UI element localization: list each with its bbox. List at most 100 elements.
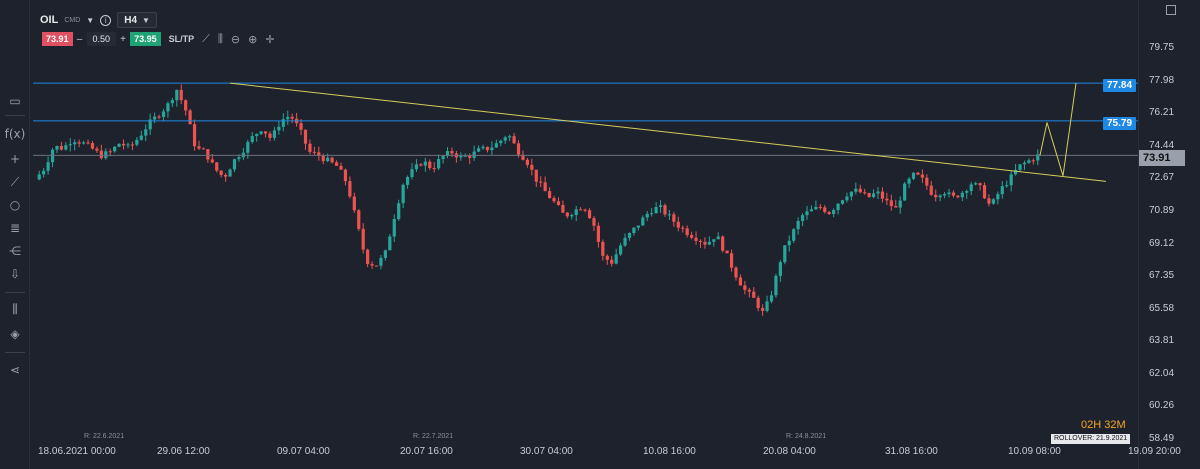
candle-body — [232, 159, 237, 170]
candle-body — [121, 143, 126, 146]
increase-quantity-button[interactable]: + — [120, 33, 126, 45]
x-tick-label: 20.07 16:00 — [400, 446, 453, 457]
candle-body — [286, 116, 290, 120]
candle-body — [192, 124, 197, 147]
candle-body — [366, 249, 370, 265]
projection-path[interactable] — [1039, 83, 1077, 176]
zoom-in-icon[interactable]: ⊕ — [248, 32, 258, 46]
candle-body — [352, 196, 356, 211]
level-tag-mid[interactable]: 75.79 — [1103, 117, 1137, 130]
candle-body — [299, 123, 303, 130]
candle-body — [792, 229, 796, 241]
candle-body — [468, 155, 472, 158]
candle-body — [982, 185, 987, 199]
candle-body — [539, 181, 543, 183]
crosshair-icon[interactable]: ✛ — [265, 32, 275, 46]
candle-body — [59, 146, 64, 150]
candle-body — [184, 100, 188, 111]
layers-icon[interactable]: ◈ — [10, 327, 20, 341]
candle-body — [978, 183, 982, 186]
candle-body — [64, 145, 68, 150]
symbol-name[interactable]: OIL — [40, 14, 59, 26]
candle-body — [432, 168, 436, 170]
candle-body — [645, 213, 649, 218]
candle-body — [641, 217, 645, 226]
candle-body — [623, 237, 627, 246]
candle-body — [290, 116, 294, 119]
candle-body — [787, 240, 791, 246]
candle-body — [401, 184, 405, 204]
candle-body — [694, 237, 698, 241]
candle-body — [756, 297, 760, 309]
drawing-toolbar: ▭ f(x) + ⟋ ○ ≣ ⋲ ⇩ ⫼ ◈ ⋖ — [0, 0, 30, 469]
candle-body — [224, 174, 228, 177]
candle-body — [397, 203, 401, 220]
candle-body — [95, 148, 99, 151]
y-tick-label: 76.21 — [1149, 107, 1175, 119]
maximize-icon[interactable] — [1166, 5, 1176, 15]
symbol-type: CMD — [64, 16, 81, 24]
x-tick-label: 18.06.2021 00:00 — [38, 446, 116, 457]
function-icon[interactable]: f(x) — [4, 127, 26, 141]
candle-body — [317, 152, 321, 157]
candle-body — [783, 245, 787, 263]
candle-body — [503, 137, 507, 141]
chart-type-icon[interactable]: ⟋ — [202, 32, 210, 45]
candle-body — [521, 154, 525, 160]
level-tag-high[interactable]: 77.84 — [1103, 79, 1137, 92]
buy-button[interactable]: 73.95 — [130, 32, 161, 46]
candle-body — [907, 178, 911, 184]
x-tick-label: 09.07 04:00 — [277, 446, 330, 457]
line-tool-icon[interactable]: ⟋ — [10, 175, 20, 189]
candle-body — [1018, 164, 1022, 170]
candle-body — [357, 210, 361, 229]
candle-body — [481, 146, 485, 149]
candle-body — [334, 162, 339, 166]
candle-body — [1031, 160, 1035, 162]
sltp-button[interactable]: SL/TP — [168, 34, 195, 44]
chart-area[interactable] — [30, 0, 1138, 469]
candle-body — [996, 194, 1000, 200]
candle-body — [947, 192, 951, 195]
candle-body — [157, 116, 161, 118]
candle-body — [170, 100, 174, 104]
candle-body — [658, 205, 663, 208]
candle-body — [281, 119, 285, 127]
info-icon[interactable]: i — [100, 14, 112, 26]
quantity-input[interactable]: 0.50 — [86, 32, 117, 46]
candle-body — [414, 164, 419, 170]
zoom-out-icon[interactable]: ⊖ — [230, 32, 241, 46]
candle-body — [570, 214, 574, 217]
timeframe-label: H4 — [124, 14, 138, 26]
timeframe-select[interactable]: H4 ▼ — [117, 12, 157, 28]
trendline[interactable] — [229, 82, 1107, 182]
share-icon[interactable]: ⋖ — [9, 363, 21, 377]
fibonacci-icon[interactable]: ≣ — [9, 221, 21, 235]
candle-body — [552, 198, 556, 202]
candle-body — [987, 198, 991, 204]
y-tick-label: 60.26 — [1149, 400, 1175, 412]
arrow-icon[interactable]: ⇩ — [9, 267, 21, 281]
indicators-icon[interactable]: ⫼ — [12, 302, 18, 316]
circle-tool-icon[interactable]: ○ — [9, 198, 21, 212]
plus-icon[interactable]: + — [9, 152, 21, 166]
panel-icon[interactable]: ▭ — [9, 94, 21, 108]
candle-body — [934, 194, 938, 198]
sell-button[interactable]: 73.91 — [42, 32, 73, 46]
candles-icon[interactable]: ⫼ — [217, 32, 223, 45]
candle-body — [929, 185, 933, 195]
candle-body — [512, 136, 516, 144]
y-tick-label: 77.98 — [1149, 74, 1175, 86]
symbol-bar: OIL CMD ▼ i H4 ▼ — [40, 12, 157, 28]
candle-body — [667, 214, 672, 216]
candle-body — [712, 239, 716, 242]
candle-body — [920, 174, 924, 178]
pitchfork-icon[interactable]: ⋲ — [9, 244, 21, 258]
candle-body — [690, 235, 694, 238]
current-price-label: 73.91 — [1139, 150, 1185, 166]
x-tick-label: 10.09 08:00 — [1008, 446, 1061, 457]
decrease-quantity-button[interactable]: – — [76, 33, 83, 45]
price-axis[interactable] — [1138, 0, 1200, 469]
chevron-down-icon[interactable]: ▼ — [86, 15, 95, 25]
